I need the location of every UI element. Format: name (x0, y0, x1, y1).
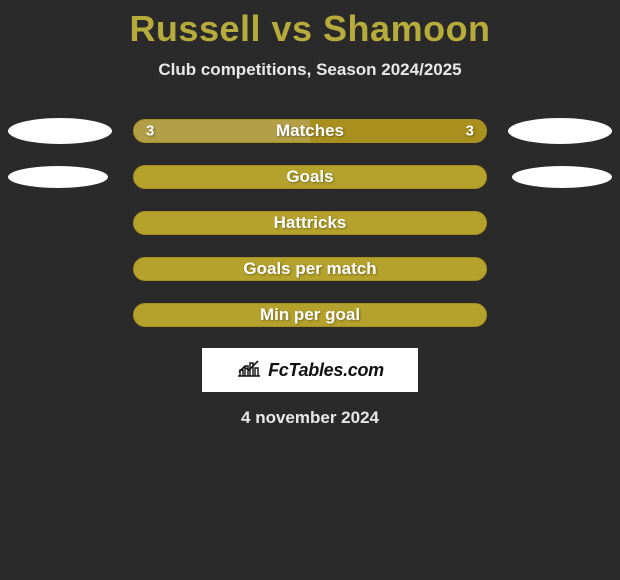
date-label: 4 november 2024 (0, 408, 620, 428)
brand-icon (236, 358, 262, 383)
right-ellipse (512, 166, 612, 188)
stat-row: 3 3 Matches (0, 108, 620, 154)
bar-label: Goals (286, 167, 333, 187)
brand-badge[interactable]: FcTables.com (202, 348, 418, 392)
right-ellipse (508, 118, 612, 144)
stat-row: Min per goal (0, 292, 620, 338)
left-ellipse (8, 118, 112, 144)
bar-label: Hattricks (274, 213, 347, 233)
bar-label: Matches (276, 121, 344, 141)
brand-text: FcTables.com (268, 360, 384, 381)
bar-label: Goals per match (243, 259, 376, 279)
left-ellipse (8, 166, 108, 188)
stat-bar: Goals per match (133, 257, 487, 281)
stat-rows: 3 3 Matches Goals Hattricks Goals per match Mi… (0, 108, 620, 338)
stat-bar: 3 3 Matches (133, 119, 487, 143)
stat-bar: Hattricks (133, 211, 487, 235)
bar-right-value: 3 (466, 123, 474, 140)
stat-bar: Goals (133, 165, 487, 189)
page-title: Russell vs Shamoon (0, 8, 620, 50)
bar-left-value: 3 (146, 123, 154, 140)
subtitle: Club competitions, Season 2024/2025 (0, 60, 620, 80)
stat-row: Goals per match (0, 246, 620, 292)
bar-label: Min per goal (260, 305, 360, 325)
stat-bar: Min per goal (133, 303, 487, 327)
stat-row: Goals (0, 154, 620, 200)
stat-row: Hattricks (0, 200, 620, 246)
comparison-card: Russell vs Shamoon Club competitions, Se… (0, 0, 620, 580)
